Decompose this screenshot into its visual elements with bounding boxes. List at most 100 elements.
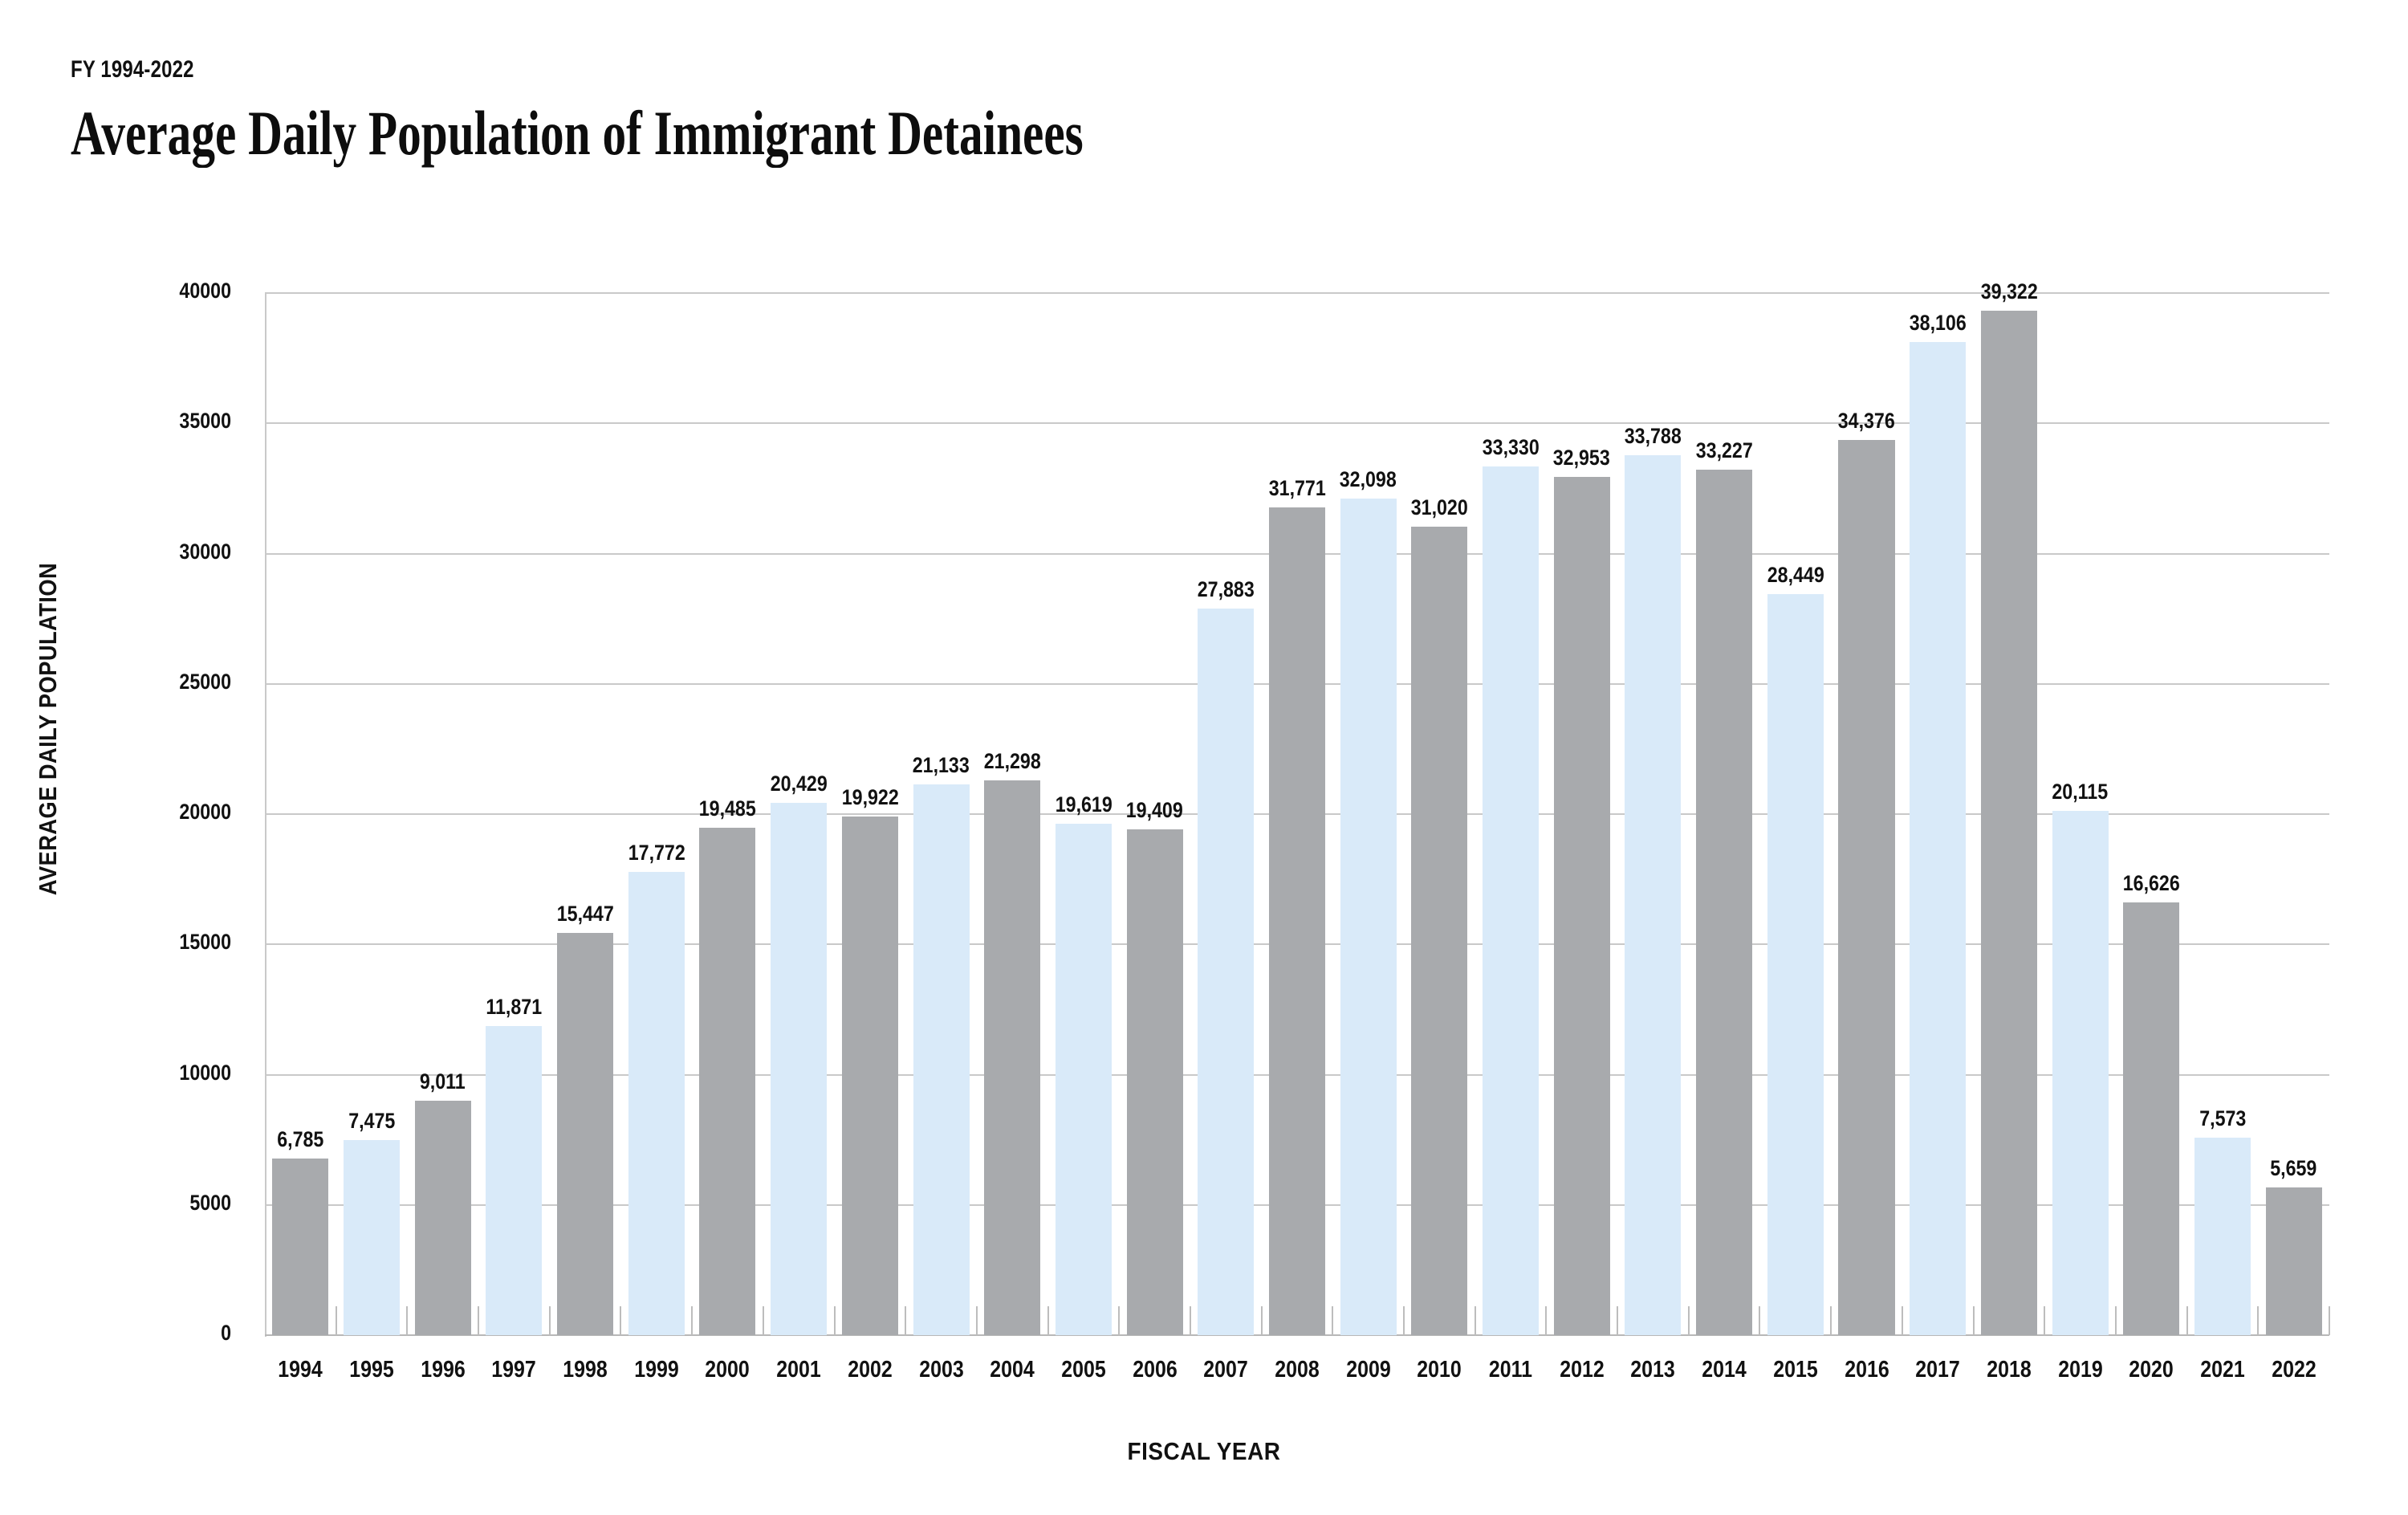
bar-value-label: 20,429	[770, 772, 828, 796]
x-axis-tick	[1118, 1306, 1121, 1335]
y-axis-tick-label: 15000	[179, 930, 231, 955]
x-axis-tick	[905, 1306, 907, 1335]
x-axis-tick	[1545, 1306, 1548, 1335]
bar-value-label: 7,573	[2199, 1106, 2247, 1131]
x-axis-tick-label: 1997	[491, 1357, 537, 1383]
plot-area: 6,785 7,475 9,011 11,871 15,447 17,772 19,485 2…	[265, 279, 2330, 1336]
x-axis-tick-label: 2011	[1488, 1357, 1533, 1383]
bar[interactable]: 28,449	[1767, 563, 1824, 1335]
bar-value-label: 31,771	[1268, 476, 1326, 501]
bar[interactable]: 32,953	[1553, 446, 1610, 1335]
y-axis-tick-label: 20000	[179, 800, 231, 824]
x-axis-tick	[1972, 1306, 1975, 1335]
bar-value-label: 16,626	[2122, 870, 2180, 895]
x-axis-tick-label: 2022	[2271, 1357, 2316, 1383]
bar-slot: 7,475	[336, 293, 408, 1335]
x-axis-tick-label: 2007	[1203, 1357, 1249, 1383]
bar[interactable]: 39,322	[1980, 279, 2037, 1335]
x-axis-tick-label: 1995	[349, 1357, 394, 1383]
x-axis-tick	[1189, 1306, 1191, 1335]
bar[interactable]: 21,133	[913, 753, 970, 1335]
chart-title: Average Daily Population of Immigrant De…	[71, 98, 1084, 168]
x-axis-tick-label: 2018	[1987, 1357, 2032, 1383]
x-axis-tick	[548, 1306, 551, 1335]
bar[interactable]: 27,883	[1198, 577, 1255, 1335]
bar-value-label: 6,785	[277, 1126, 324, 1151]
x-axis-tick-label: 2013	[1630, 1357, 1676, 1383]
x-axis-tick	[1687, 1306, 1690, 1335]
x-axis-tick	[762, 1306, 764, 1335]
x-axis-tick	[1759, 1306, 1761, 1335]
bar[interactable]: 31,020	[1411, 495, 1468, 1335]
x-axis-tick	[2114, 1306, 2117, 1335]
chart-header: FY 1994-2022 Average Daily Population of…	[71, 56, 2158, 166]
gridline	[265, 292, 2329, 294]
bar-value-label: 32,953	[1553, 445, 1611, 470]
x-axis-tick-label: 1994	[278, 1357, 323, 1383]
bar-slot: 7,573	[2187, 293, 2259, 1335]
x-axis-tick	[2257, 1306, 2260, 1335]
bar[interactable]: 19,409	[1126, 798, 1183, 1335]
bar-slot: 19,485	[692, 293, 763, 1335]
x-axis-tick	[1403, 1306, 1405, 1335]
bar[interactable]: 7,573	[2194, 1106, 2251, 1335]
x-axis-tick	[691, 1306, 694, 1335]
x-axis-tick	[2329, 1306, 2330, 1335]
bar[interactable]: 33,788	[1625, 424, 1682, 1335]
bar[interactable]: 33,227	[1696, 438, 1753, 1335]
bar[interactable]: 20,429	[771, 772, 828, 1335]
x-axis-tick-label: 2012	[1560, 1357, 1605, 1383]
bar-value-label: 39,322	[1980, 279, 2038, 304]
x-axis-tick	[478, 1306, 480, 1335]
bar-slot: 6,785	[265, 293, 336, 1335]
x-axis-tick	[1617, 1306, 1619, 1335]
bar[interactable]: 17,772	[628, 841, 685, 1335]
bar-value-label: 19,409	[1126, 798, 1184, 823]
bar-value-label: 9,011	[420, 1069, 466, 1093]
bar-slot: 20,429	[763, 293, 835, 1335]
bar[interactable]: 16,626	[2123, 871, 2180, 1335]
bar-slot: 16,626	[2116, 293, 2187, 1335]
x-axis-tick-label: 2017	[1915, 1357, 1960, 1383]
bar-value-label: 20,115	[2052, 780, 2109, 804]
bar-slot: 34,376	[1831, 293, 1902, 1335]
bar-value-label: 19,485	[698, 796, 756, 821]
bar-value-label: 27,883	[1197, 577, 1255, 602]
x-axis-tick	[406, 1306, 409, 1335]
x-axis-tick	[975, 1306, 978, 1335]
x-axis-tick	[335, 1306, 337, 1335]
chart-kicker: FY 1994-2022	[71, 56, 194, 83]
bar[interactable]: 38,106	[1910, 311, 1967, 1335]
y-axis-tick-label: 10000	[179, 1060, 231, 1085]
bar[interactable]: 21,298	[984, 749, 1041, 1335]
bar-slot: 31,771	[1262, 293, 1333, 1335]
bar[interactable]: 33,330	[1483, 435, 1540, 1335]
bar[interactable]: 19,619	[1055, 792, 1112, 1335]
y-axis-tick-label: 25000	[179, 669, 231, 694]
bar-slot: 33,227	[1689, 293, 1760, 1335]
x-axis-tick-label: 1999	[634, 1357, 679, 1383]
bar-value-label: 19,619	[1055, 792, 1112, 817]
bar[interactable]: 32,098	[1340, 467, 1397, 1335]
bar-slot: 21,133	[905, 293, 977, 1335]
x-axis-tick-label: 2015	[1773, 1357, 1818, 1383]
bar[interactable]: 11,871	[486, 995, 543, 1335]
bar-slot: 32,098	[1332, 293, 1404, 1335]
bar-value-label: 11,871	[486, 994, 543, 1019]
bar[interactable]: 19,485	[699, 796, 756, 1335]
x-axis-title: FISCAL YEAR	[1127, 1437, 1281, 1465]
bar[interactable]: 6,785	[272, 1127, 329, 1335]
bar[interactable]: 31,771	[1268, 476, 1325, 1335]
bar[interactable]: 5,659	[2265, 1156, 2322, 1335]
bar[interactable]: 15,447	[557, 902, 614, 1335]
bar-value-label: 21,133	[913, 753, 970, 778]
x-axis-tick	[1901, 1306, 1903, 1335]
x-axis-tick-label: 2016	[1844, 1357, 1889, 1383]
bar[interactable]: 19,922	[841, 785, 898, 1335]
bar[interactable]: 34,376	[1838, 409, 1895, 1335]
bar[interactable]: 7,475	[343, 1109, 401, 1335]
bar[interactable]: 20,115	[2052, 780, 2109, 1335]
x-axis-tick	[2186, 1306, 2188, 1335]
bar[interactable]: 9,011	[414, 1069, 471, 1335]
